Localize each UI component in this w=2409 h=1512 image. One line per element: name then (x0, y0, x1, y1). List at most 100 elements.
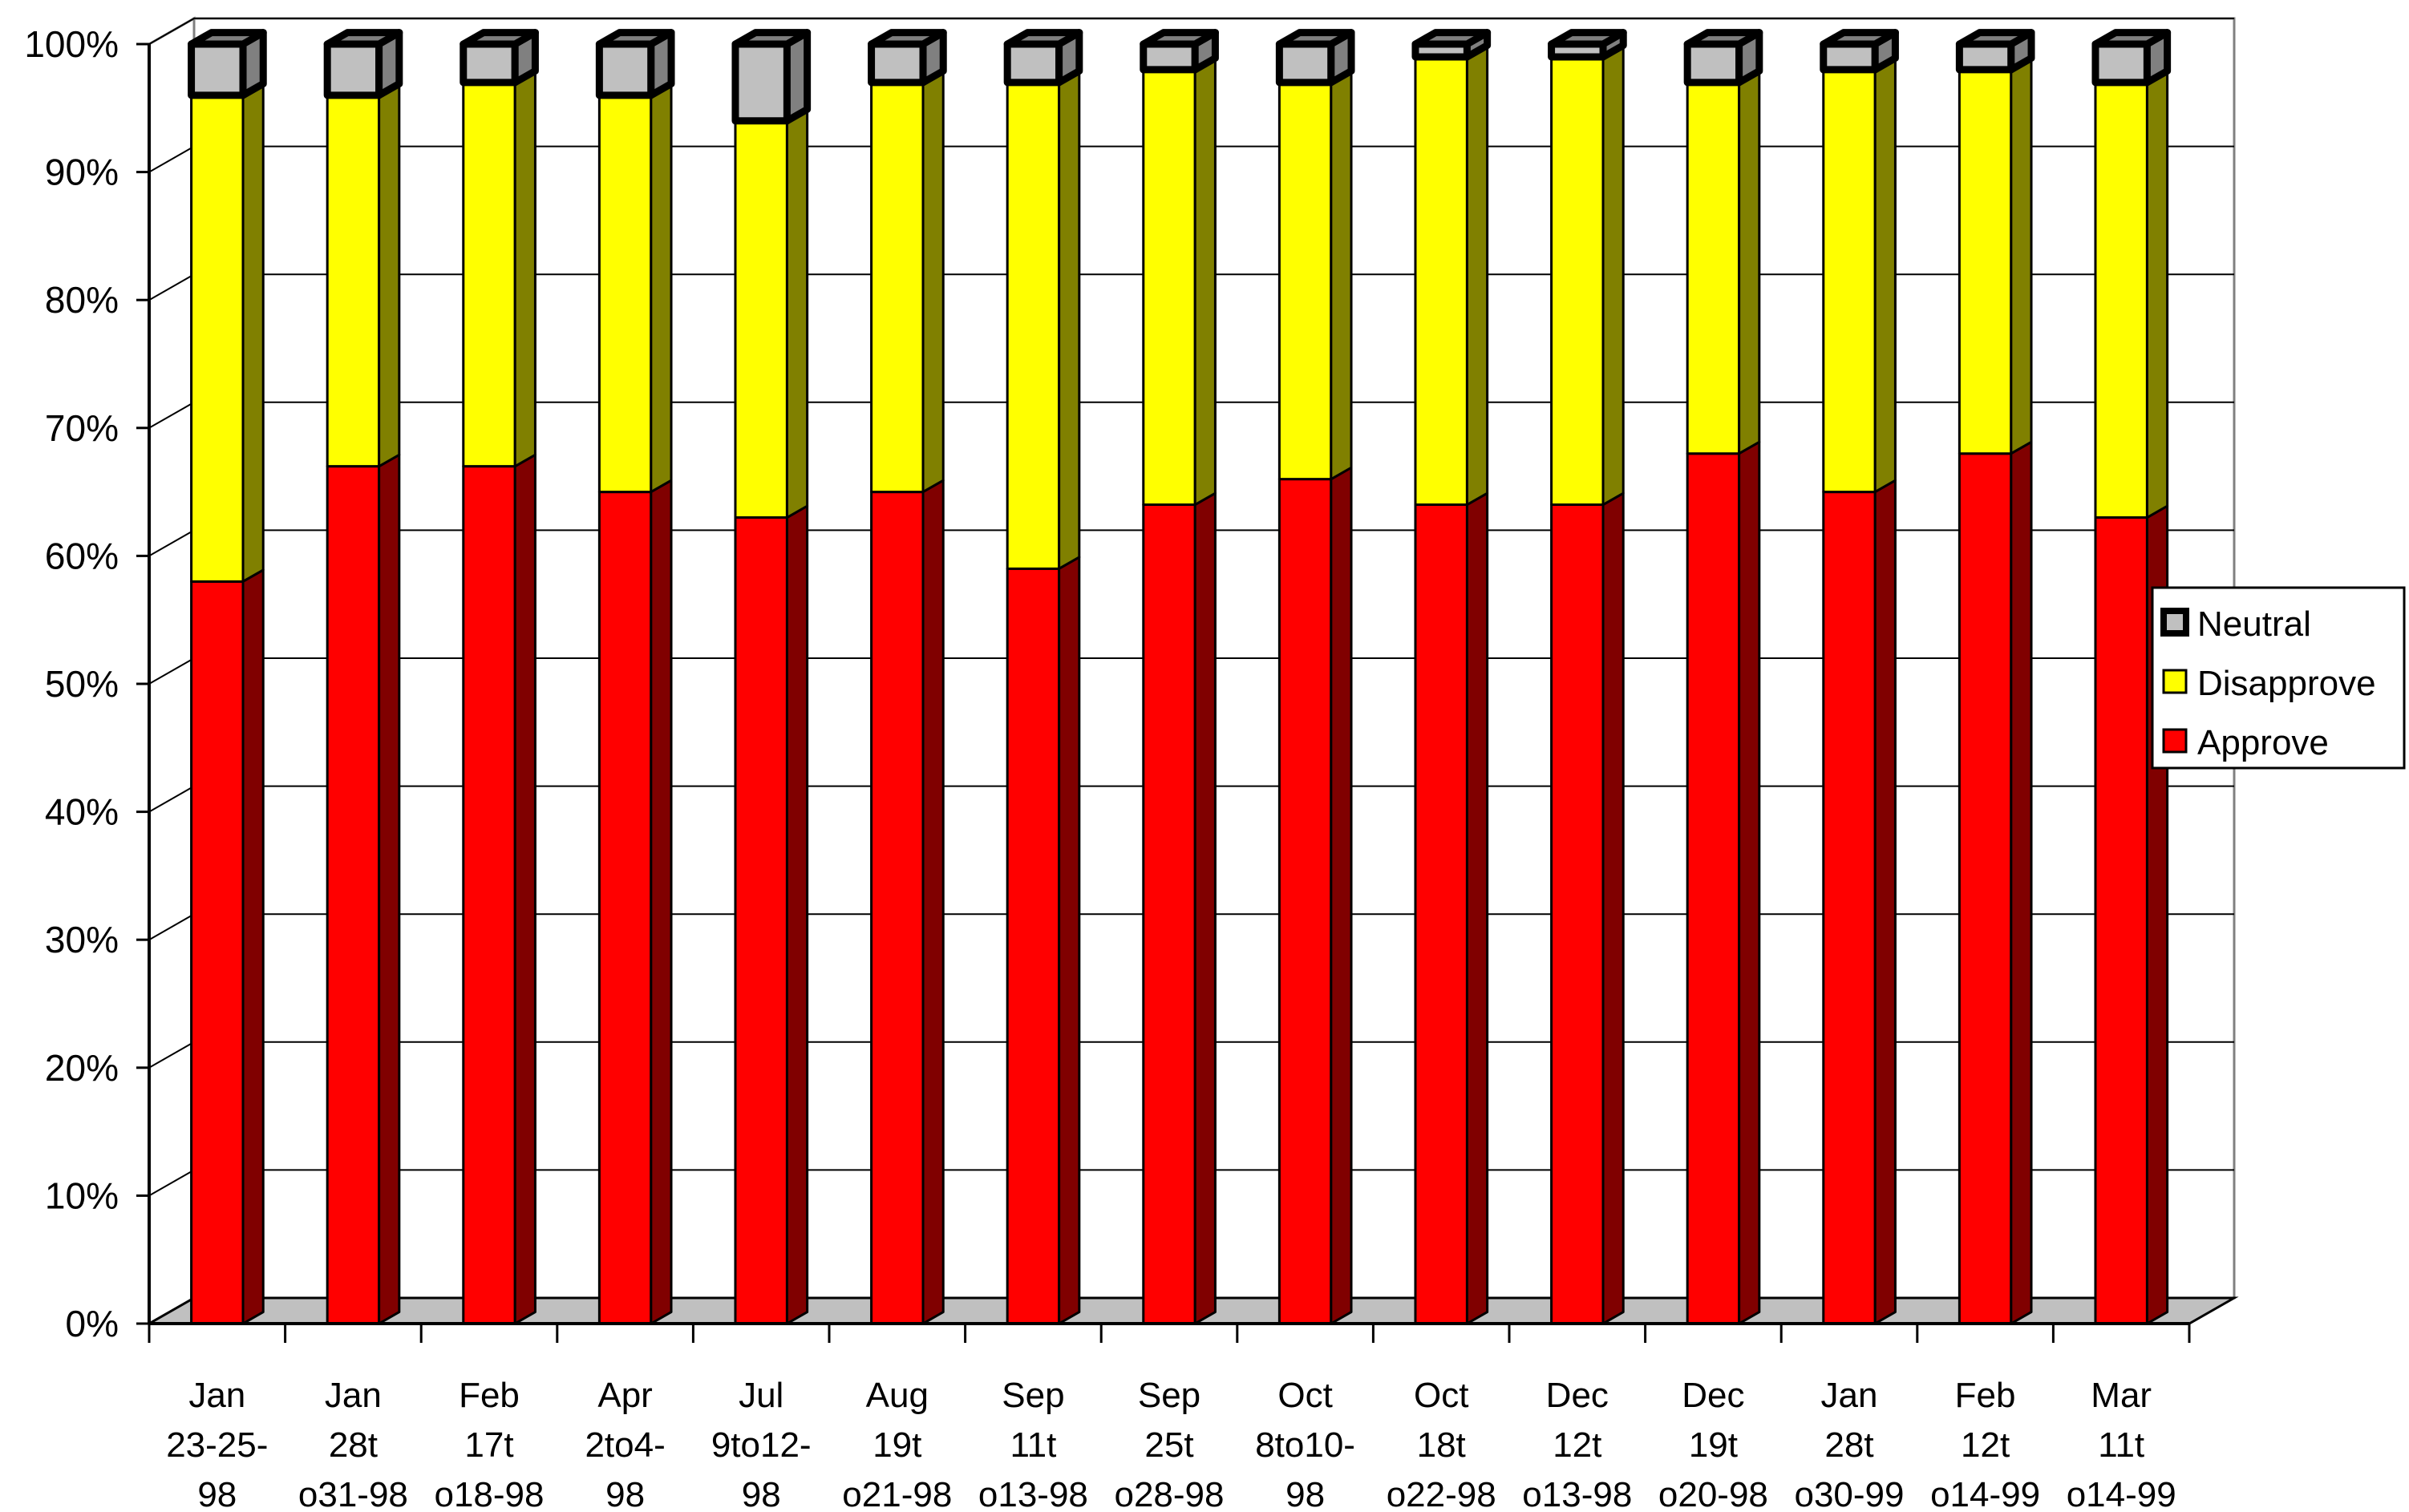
legend: Neutral Disapprove Approve (2151, 586, 2406, 770)
bar-stack (1820, 29, 1899, 1325)
bar-stack (188, 29, 267, 1325)
bar-neutral-top (1683, 29, 1763, 48)
y-axis: 0% 10% 20% 30% 40% 50% 60% 70% 80% 90% 100% (24, 23, 151, 1344)
bar-neutral (1683, 40, 1743, 87)
bar-approve (1822, 491, 1877, 1325)
x-axis: Jan 23-25- 98 Jan 28t o31-98 Feb 17t o18-98 Apr 2t… (148, 1322, 2191, 1512)
gridline (148, 18, 2234, 45)
bar-neutral-top (1003, 29, 1083, 48)
bar-approve (734, 516, 788, 1325)
bar-approve-side (1738, 440, 1761, 1325)
x-tick-label: o13-98 (978, 1475, 1088, 1512)
x-tick-label: o18-98 (434, 1475, 544, 1512)
bar-approve (1958, 452, 2013, 1325)
x-tick-label: 25t (1144, 1425, 1193, 1465)
bar-approve-side (513, 453, 536, 1325)
y-tick-label: 40% (45, 791, 119, 833)
x-tick-label: Dec (1546, 1376, 1609, 1415)
y-tick-label: 100% (24, 23, 119, 65)
x-tick-label: Dec (1682, 1376, 1744, 1415)
bar-stack (1140, 29, 1219, 1325)
bar-stack (460, 29, 539, 1325)
bar-disapprove (1006, 81, 1061, 570)
bar-disapprove-side (2010, 57, 2033, 455)
bar-stack (868, 29, 947, 1325)
bar-neutral (595, 40, 655, 99)
legend-key-neutral (2160, 608, 2189, 637)
x-tick-label: 12t (1961, 1425, 2010, 1465)
bar-disapprove (1277, 81, 1333, 481)
bar-neutral (188, 40, 247, 99)
y-tick-label: 70% (45, 407, 119, 449)
bar-disapprove (1414, 55, 1468, 507)
bar-neutral (731, 40, 791, 125)
bar-disapprove (1686, 81, 1741, 455)
x-tick-label: Jan (325, 1376, 382, 1415)
bar-neutral-top (460, 29, 539, 48)
bar-approve (1550, 503, 1605, 1325)
x-tick-label: Oct (1414, 1376, 1468, 1415)
bar-disapprove-side (2145, 69, 2169, 519)
bar-disapprove-side (1738, 69, 1761, 455)
bar-disapprove (597, 94, 653, 494)
bar-stack (1683, 29, 1763, 1325)
x-tick-label: 98 (605, 1475, 645, 1512)
bar-approve-side (1330, 466, 1353, 1325)
x-tick-label: 17t (464, 1425, 513, 1465)
x-tick-label: 19t (1689, 1425, 1738, 1465)
bar-disapprove-side (1330, 69, 1353, 481)
bar-approve (870, 491, 925, 1325)
bar-disapprove (1550, 55, 1605, 507)
bar-neutral-top (1411, 29, 1492, 48)
bar-neutral-top (731, 29, 812, 48)
x-tick-label: o31-98 (298, 1475, 408, 1512)
x-tick-label: o28-98 (1114, 1475, 1224, 1512)
bar-approve-side (1601, 491, 1625, 1325)
x-tick-label: Sep (1002, 1376, 1064, 1415)
bar-approve-side (1465, 491, 1489, 1325)
bar-neutral (1140, 40, 1199, 74)
x-tick-label: 28t (329, 1425, 378, 1465)
x-tick-label: o14-99 (2067, 1475, 2176, 1512)
legend-box (2151, 586, 2406, 770)
x-tick-label: Sep (1138, 1376, 1200, 1415)
bar-neutral-top (188, 29, 267, 48)
bar-disapprove (1958, 68, 2013, 455)
bar-stack (1003, 29, 1083, 1325)
bar-disapprove (1142, 68, 1196, 507)
x-tick-label: Mar (2091, 1376, 2152, 1415)
bar-approve (190, 580, 245, 1325)
x-tick-label: o30-99 (1794, 1475, 1904, 1512)
bar-approve-side (241, 568, 265, 1325)
bar-neutral-top (1548, 29, 1627, 48)
bar-neutral-top (1275, 29, 1355, 48)
bar-stack (1548, 29, 1627, 1325)
bar-disapprove-side (1058, 69, 1081, 570)
bar-disapprove-side (1601, 44, 1625, 507)
bar-approve-side (1193, 491, 1217, 1325)
x-tick-label: 18t (1417, 1425, 1466, 1465)
bar-approve (1686, 452, 1741, 1325)
bar-approve (1142, 503, 1196, 1325)
bar-neutral-top (1140, 29, 1219, 48)
x-tick-label: Jul (739, 1376, 783, 1415)
x-tick-label: 11t (2098, 1425, 2144, 1465)
bar-disapprove-side (785, 107, 809, 519)
bar-neutral-top (1955, 29, 2035, 48)
bar-approve (462, 465, 516, 1325)
x-tick-label: Jan (188, 1376, 245, 1415)
x-tick-label: 98 (1285, 1475, 1325, 1512)
x-tick-label: 8to10- (1255, 1425, 1355, 1465)
y-tick-label: 0% (66, 1303, 119, 1344)
bar-approve-side (1873, 479, 1897, 1325)
bar-disapprove (1822, 68, 1877, 494)
bar-disapprove (734, 119, 788, 519)
bar-stack (731, 29, 812, 1325)
bar-disapprove (462, 81, 516, 468)
bar-disapprove (2094, 81, 2148, 519)
x-tick-label: 98 (742, 1475, 781, 1512)
x-tick-label: 12t (1553, 1425, 1601, 1465)
bar-neutral (323, 40, 383, 99)
bar-neutral (1003, 40, 1063, 87)
bar-approve (1006, 567, 1061, 1325)
